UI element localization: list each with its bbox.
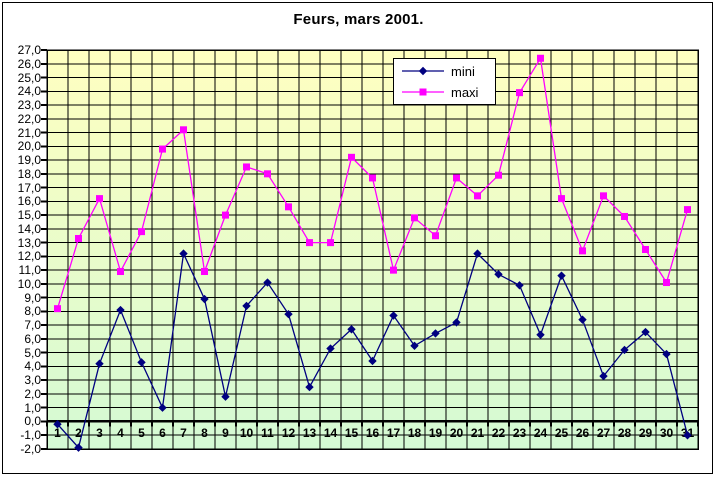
x-axis-label: 18	[407, 425, 422, 440]
y-axis-label: 19,0	[17, 153, 41, 168]
y-axis-label: 11,0	[18, 263, 41, 278]
y-axis-label: 17,0	[17, 180, 41, 195]
y-axis-label: 23,0	[17, 98, 41, 113]
x-axis-label: 24	[533, 425, 548, 440]
x-axis-label: 26	[575, 425, 590, 440]
x-axis-label: 15	[344, 425, 359, 440]
x-axis-label: 3	[96, 425, 103, 440]
y-axis-label: 13,0	[17, 235, 41, 250]
x-axis-label: 2	[75, 425, 82, 440]
x-axis-label: 12	[281, 425, 296, 440]
x-axis-label: 8	[201, 425, 208, 440]
x-axis-label: 28	[617, 425, 632, 440]
x-axis-label: 10	[239, 425, 254, 440]
x-axis-label: 4	[117, 425, 124, 440]
legend-item-maxi: maxi	[394, 83, 495, 101]
x-axis-label: 27	[596, 425, 611, 440]
plot-area	[47, 50, 698, 449]
y-axis-label: 12,0	[17, 249, 41, 264]
y-axis-label: 0,0	[24, 414, 41, 429]
mini-line-marker-icon	[402, 66, 444, 76]
x-axis-label: 25	[554, 425, 569, 440]
y-axis-label: 14,0	[17, 221, 41, 236]
y-axis-label: 7,0	[24, 318, 41, 333]
y-axis-label: 16,0	[17, 194, 41, 209]
y-axis-label: 15,0	[17, 208, 41, 223]
x-axis-label: 29	[638, 425, 653, 440]
y-axis-label: 4,0	[24, 359, 41, 374]
x-axis-label: 5	[138, 425, 145, 440]
x-axis-label: 1	[54, 425, 61, 440]
y-axis-label: -2,0	[20, 442, 41, 456]
y-axis-label: 26,0	[17, 56, 41, 71]
y-axis-label: 8,0	[24, 304, 41, 319]
legend-label-mini: mini	[451, 63, 475, 79]
x-axis-label: 13	[302, 425, 317, 440]
x-axis-label: 17	[386, 425, 401, 440]
legend-label-maxi: maxi	[451, 84, 479, 100]
x-axis-label: 9	[222, 425, 229, 440]
chart-title: Feurs, mars 2001.	[293, 11, 424, 28]
y-axis-label: 5,0	[24, 345, 41, 360]
legend: mini maxi	[393, 58, 496, 105]
x-axis-label: 30	[659, 425, 674, 440]
y-axis-label: 6,0	[24, 331, 41, 346]
y-axis-label: -1,0	[20, 428, 41, 443]
x-axis-label: 21	[470, 425, 485, 440]
x-axis-label: 7	[180, 425, 187, 440]
y-axis-label: 27,0	[17, 43, 41, 57]
x-axis-label: 22	[491, 425, 506, 440]
x-axis-label: 14	[323, 425, 338, 440]
y-axis-label: 9,0	[24, 290, 41, 305]
y-axis-label: 24,0	[17, 84, 41, 99]
y-axis-label: 2,0	[24, 386, 41, 401]
x-axis-label: 19	[428, 425, 443, 440]
y-axis-label: 3,0	[24, 373, 41, 388]
y-axis-label: 20,0	[17, 139, 41, 154]
y-axis-label: 25,0	[17, 70, 41, 85]
x-axis-label: 11	[261, 425, 274, 440]
x-axis-label: 20	[449, 425, 464, 440]
y-axis-label: 10,0	[17, 276, 41, 291]
y-axis-label: 1,0	[24, 400, 41, 415]
y-axis-label: 21,0	[17, 125, 41, 140]
legend-item-mini: mini	[394, 62, 495, 80]
x-axis-label: 23	[512, 425, 527, 440]
y-axis-label: 18,0	[17, 166, 41, 181]
x-axis-label: 6	[159, 425, 166, 440]
x-axis-label: 16	[365, 425, 380, 440]
y-axis-label: 22,0	[17, 111, 41, 126]
maxi-line-marker-icon	[402, 88, 444, 96]
